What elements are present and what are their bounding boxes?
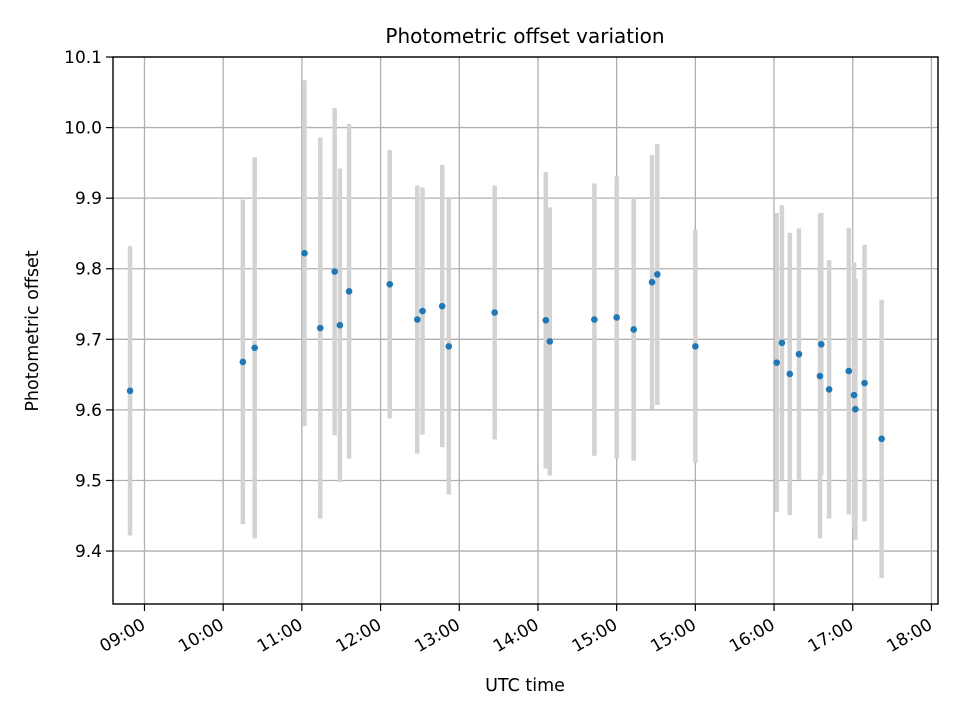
- data-point: [778, 339, 786, 347]
- data-point: [491, 309, 498, 316]
- data-point: [126, 387, 134, 395]
- data-point: [773, 359, 780, 366]
- data-point: [648, 278, 656, 286]
- data-point: [331, 268, 338, 275]
- plot-frame: [112, 56, 939, 605]
- data-point: [301, 249, 308, 257]
- data-point: [546, 338, 554, 345]
- data-point: [251, 344, 258, 352]
- data-point: [316, 324, 324, 332]
- data-point: [419, 307, 426, 315]
- data-point: [795, 350, 803, 358]
- data-point: [825, 386, 833, 393]
- y-tick-label: 9.9: [75, 189, 102, 209]
- data-point: [445, 343, 453, 350]
- chart-title: Photometric offset variation: [385, 24, 664, 48]
- y-tick-label: 10.0: [64, 119, 102, 139]
- data-point: [816, 372, 824, 380]
- data-point: [613, 314, 620, 321]
- y-tick-label: 9.5: [75, 471, 102, 491]
- data-point: [630, 326, 638, 333]
- y-tick-label: 9.8: [75, 260, 102, 280]
- y-tick-label: 10.1: [64, 48, 102, 68]
- data-point: [542, 316, 550, 324]
- data-point: [852, 405, 859, 413]
- y-axis-label: Photometric offset: [23, 250, 43, 411]
- data-point: [850, 391, 858, 399]
- data-point: [345, 288, 353, 295]
- data-point: [692, 343, 699, 350]
- data-points: [126, 249, 885, 443]
- data-point: [239, 358, 247, 366]
- data-point: [336, 321, 344, 329]
- data-point: [786, 370, 794, 378]
- y-tick-label: 9.6: [75, 401, 102, 421]
- data-point: [878, 435, 885, 443]
- data-point: [438, 302, 446, 310]
- data-point: [845, 367, 853, 375]
- y-tick-label: 9.4: [75, 542, 102, 562]
- data-point: [654, 271, 661, 278]
- data-point: [861, 379, 868, 387]
- y-tick-label: 9.7: [75, 330, 102, 350]
- y-axis-ticks: 9.4 9.5 9.6 9.7 9.8 9.9 10.0 10.1: [64, 48, 113, 562]
- x-axis-label: UTC time: [485, 676, 565, 696]
- data-point: [386, 280, 394, 288]
- data-point: [591, 316, 598, 323]
- data-point: [413, 316, 421, 323]
- data-point: [817, 340, 825, 348]
